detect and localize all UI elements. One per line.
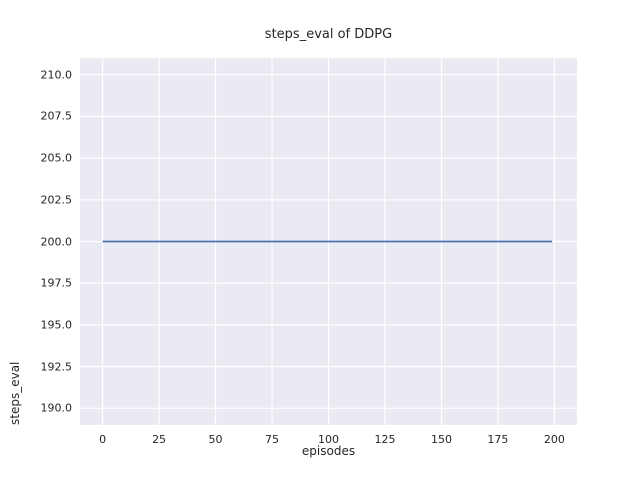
x-tick-label: 150 [430,433,452,446]
y-tick-label: 197.5 [40,276,73,290]
x-axis-label: episodes [301,444,356,458]
y-tick-label: 195.0 [40,318,73,332]
x-tick-label: 125 [374,433,396,446]
y-tick-label: 205.0 [40,151,73,165]
y-tick-label: 202.5 [40,193,73,207]
x-tick-label: 200 [543,433,565,446]
x-tick-label: 100 [318,433,339,446]
x-tick-label: 25 [152,433,167,446]
y-tick-label: 192.5 [40,360,73,374]
y-tick-label: 207.5 [40,109,73,123]
x-tick-label: 75 [265,433,280,446]
y-tick-label: 200.0 [40,235,73,248]
y-tick-label: 190.0 [40,401,73,415]
chart-title: steps_eval of DDPG [264,27,393,42]
x-tick-label: 0 [99,433,107,446]
x-tick-label: 175 [487,433,509,446]
y-tick-label: 210.0 [40,68,73,82]
x-tick-label: 50 [208,433,223,446]
